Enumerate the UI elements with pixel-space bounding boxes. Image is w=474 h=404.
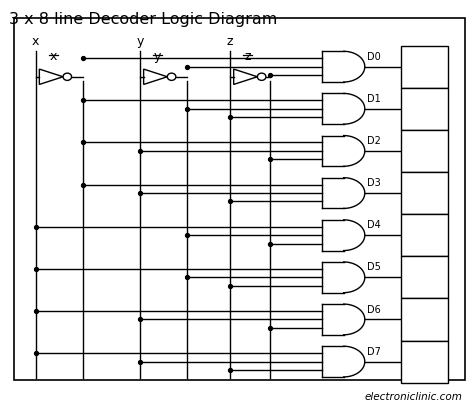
Text: x: x (32, 36, 39, 48)
Text: D0: D0 (367, 52, 381, 62)
Text: 4: 4 (419, 226, 429, 244)
Text: 1: 1 (419, 100, 429, 118)
Text: D6: D6 (367, 305, 381, 315)
Text: y: y (154, 50, 161, 63)
Bar (401, 341, 448, 383)
Text: 3 x 8 line Decoder Logic Diagram: 3 x 8 line Decoder Logic Diagram (9, 12, 278, 27)
Text: 0: 0 (419, 58, 429, 76)
Text: z: z (245, 50, 251, 63)
Text: x: x (50, 50, 57, 63)
Text: electroniclinic.com: electroniclinic.com (365, 392, 462, 402)
Text: D5: D5 (367, 263, 381, 272)
Bar (401, 256, 448, 299)
Bar (401, 214, 448, 256)
Text: 2: 2 (419, 142, 429, 160)
Text: 5: 5 (419, 268, 429, 286)
Bar (401, 172, 448, 214)
Text: y: y (136, 36, 144, 48)
Bar (401, 46, 448, 88)
Text: D1: D1 (367, 94, 381, 104)
Bar (401, 299, 448, 341)
Text: D2: D2 (367, 136, 381, 146)
Text: 6: 6 (419, 310, 429, 328)
Text: z: z (227, 36, 233, 48)
Text: D4: D4 (367, 220, 381, 230)
Text: D7: D7 (367, 347, 381, 357)
Bar (401, 88, 448, 130)
Text: 3: 3 (419, 184, 429, 202)
Text: 7: 7 (419, 353, 429, 370)
Text: D3: D3 (367, 178, 381, 188)
Bar (401, 130, 448, 172)
Bar (14, 18, 465, 380)
